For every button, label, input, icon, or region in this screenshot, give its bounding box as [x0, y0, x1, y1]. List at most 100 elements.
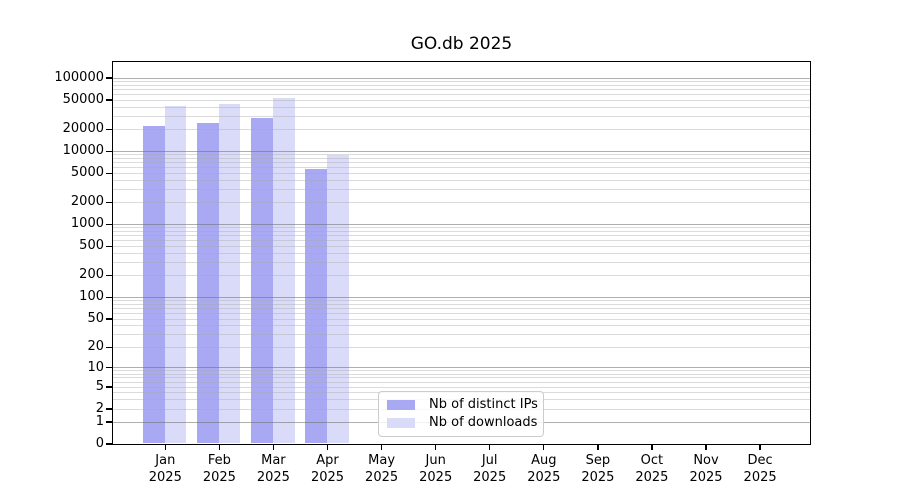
minor-gridline — [112, 88, 810, 90]
minor-gridline — [112, 235, 810, 237]
major-gridline — [112, 296, 810, 298]
x-tick-label: Jun 2025 — [419, 453, 453, 485]
minor-gridline — [112, 231, 810, 232]
minor-gridline — [112, 162, 810, 163]
y-tick-label: 1000 — [70, 216, 104, 232]
x-tick — [597, 444, 599, 450]
bar-distinct-ips-jan — [143, 126, 165, 444]
minor-gridline — [112, 312, 810, 314]
minor-gridline — [112, 80, 810, 82]
y-tick — [106, 77, 113, 79]
x-tick-label: Mar 2025 — [256, 453, 290, 485]
y-tick-label: 2 — [95, 401, 104, 417]
x-tick — [164, 444, 166, 450]
y-tick-label: 50 — [87, 311, 104, 326]
x-tick-label: Oct 2025 — [635, 453, 669, 485]
minor-gridline — [112, 318, 810, 320]
y-tick — [106, 274, 113, 277]
minor-gridline — [112, 106, 810, 108]
y-tick — [106, 223, 113, 226]
legend: Nb of distinct IPs Nb of downloads — [378, 391, 544, 437]
y-tick-label: 1 — [95, 414, 104, 429]
y-tick-label: 10000 — [62, 143, 104, 159]
y-tick — [106, 296, 113, 298]
x-tick-label: Nov 2025 — [689, 453, 723, 485]
x-tick — [435, 444, 437, 450]
y-tick-label: 20000 — [62, 121, 104, 137]
x-tick-label: Jul 2025 — [473, 453, 507, 485]
bar-distinct-ips-mar — [251, 117, 273, 444]
x-tick — [218, 444, 221, 450]
y-tick — [106, 128, 113, 130]
minor-gridline — [112, 172, 810, 174]
bar-distinct-ips-apr — [305, 168, 327, 444]
x-tick-label: Sep 2025 — [581, 453, 615, 485]
minor-gridline — [112, 334, 810, 336]
x-tick-label: Jan 2025 — [148, 453, 182, 485]
bar-downloads-jan — [164, 105, 187, 444]
legend-swatch-distinct-ips — [387, 399, 415, 410]
y-tick-label: 100000 — [54, 70, 104, 85]
x-tick — [272, 444, 275, 450]
y-tick-label: 20 — [87, 339, 104, 355]
minor-gridline — [112, 303, 810, 305]
legend-label-downloads: Nb of downloads — [429, 415, 538, 431]
y-tick-label: 50000 — [62, 92, 104, 107]
y-tick — [106, 150, 113, 152]
y-tick-label: 100 — [79, 289, 104, 305]
minor-gridline — [112, 157, 810, 159]
y-tick-label: 200 — [79, 267, 104, 283]
y-tick — [106, 443, 113, 445]
x-tick-label: May 2025 — [365, 453, 399, 485]
y-tick-label: 5 — [95, 379, 104, 394]
y-tick-label: 5000 — [70, 165, 104, 181]
y-tick — [106, 346, 113, 348]
x-tick-label: Aug 2025 — [527, 453, 561, 485]
legend-swatch-downloads — [387, 418, 415, 429]
bar-distinct-ips-feb — [197, 122, 219, 444]
x-tick — [759, 444, 761, 450]
major-gridline — [112, 77, 810, 79]
minor-gridline — [112, 308, 810, 309]
minor-gridline — [112, 99, 810, 101]
minor-gridline — [112, 300, 810, 302]
minor-gridline — [112, 262, 810, 264]
minor-gridline — [112, 179, 810, 181]
minor-gridline — [112, 227, 810, 229]
y-tick-label: 500 — [79, 238, 104, 254]
x-tick — [326, 444, 329, 450]
minor-gridline — [112, 240, 810, 242]
x-tick — [543, 444, 545, 450]
x-tick — [380, 444, 383, 450]
y-tick — [106, 367, 113, 369]
x-tick-label: Apr 2025 — [310, 453, 345, 485]
x-tick-label: Feb 2025 — [202, 453, 236, 485]
major-gridline — [112, 223, 810, 225]
minor-gridline — [112, 274, 810, 276]
minor-gridline — [112, 370, 810, 372]
y-tick-label: 2000 — [70, 194, 104, 210]
minor-gridline — [112, 346, 810, 348]
minor-gridline — [112, 373, 810, 375]
minor-gridline — [112, 154, 810, 155]
bar-downloads-mar — [272, 97, 295, 444]
chart-title: GO.db 2025 — [410, 34, 513, 54]
major-gridline — [112, 367, 810, 369]
minor-gridline — [112, 93, 810, 95]
minor-gridline — [112, 245, 810, 247]
bar-downloads-feb — [218, 103, 241, 444]
x-tick — [705, 444, 707, 450]
y-tick — [106, 99, 113, 101]
y-tick — [106, 201, 113, 203]
minor-gridline — [112, 201, 810, 203]
minor-gridline — [112, 115, 810, 117]
minor-gridline — [112, 386, 810, 388]
y-tick — [106, 408, 113, 410]
y-tick — [106, 386, 113, 388]
minor-gridline — [112, 166, 810, 168]
x-tick — [651, 444, 653, 450]
y-tick-label: 0 — [95, 436, 104, 451]
y-tick — [106, 421, 113, 423]
plot-area — [111, 60, 811, 445]
